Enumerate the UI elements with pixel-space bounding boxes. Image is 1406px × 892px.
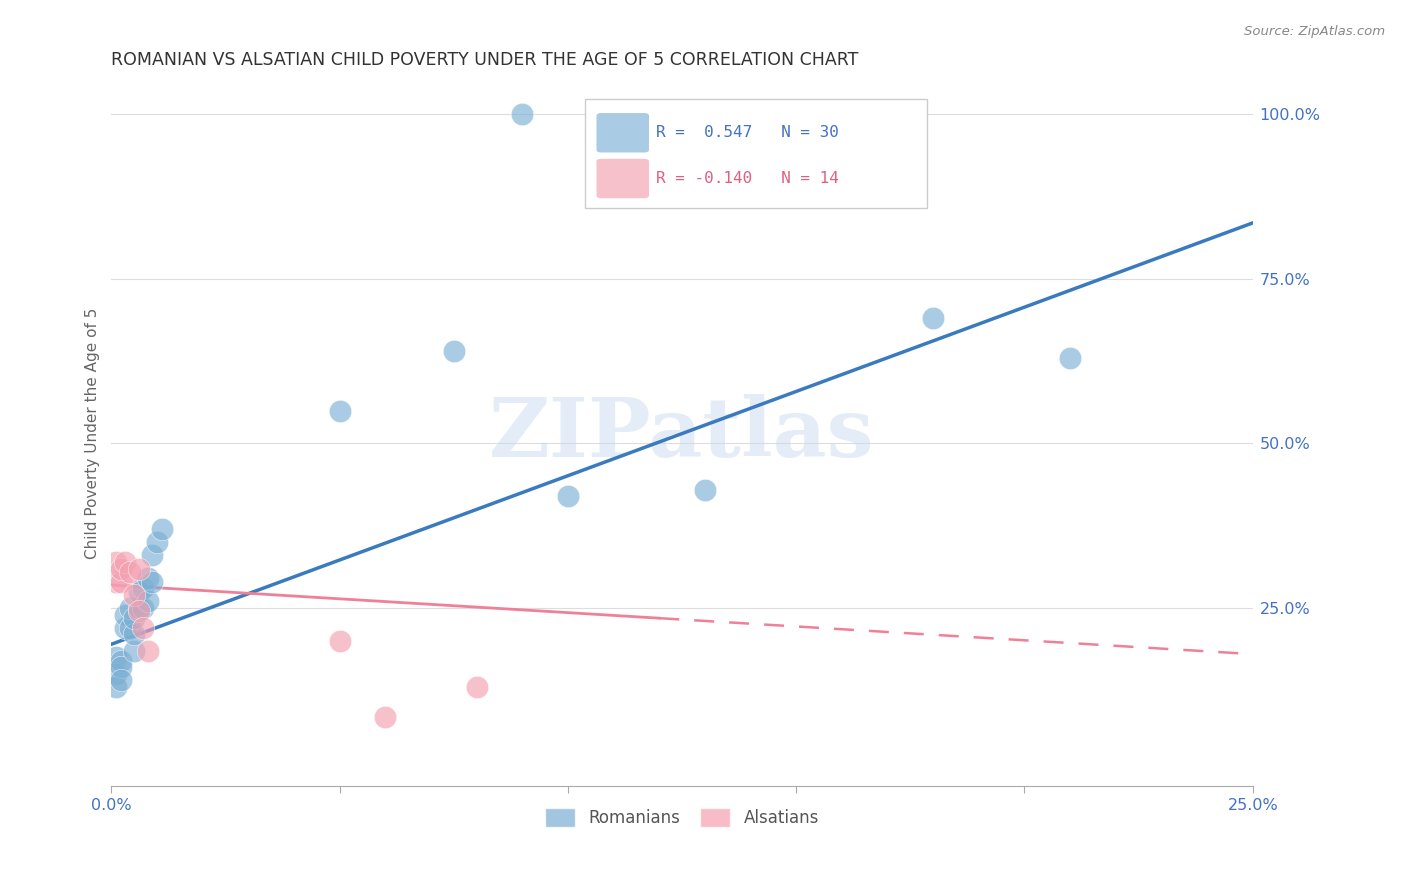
Point <box>104 666 127 681</box>
Point <box>141 549 163 563</box>
Point <box>132 601 155 615</box>
Point <box>118 601 141 615</box>
Point <box>122 644 145 658</box>
Text: R =  0.547   N = 30: R = 0.547 N = 30 <box>655 125 839 140</box>
Text: ZIPatlas: ZIPatlas <box>489 393 875 474</box>
Point <box>1059 351 1081 365</box>
Point <box>128 601 150 615</box>
Legend: Romanians, Alsatians: Romanians, Alsatians <box>538 802 825 834</box>
Point <box>922 311 945 326</box>
Point <box>122 611 145 625</box>
Text: ROMANIAN VS ALSATIAN CHILD POVERTY UNDER THE AGE OF 5 CORRELATION CHART: ROMANIAN VS ALSATIAN CHILD POVERTY UNDER… <box>111 51 859 69</box>
Point <box>128 604 150 618</box>
Point <box>110 561 132 575</box>
Point <box>132 621 155 635</box>
Text: R = -0.140   N = 14: R = -0.140 N = 14 <box>655 171 839 186</box>
Point <box>557 489 579 503</box>
Point <box>374 709 396 723</box>
FancyBboxPatch shape <box>596 113 650 153</box>
Point <box>510 107 533 121</box>
FancyBboxPatch shape <box>596 159 650 198</box>
Y-axis label: Child Poverty Under the Age of 5: Child Poverty Under the Age of 5 <box>86 308 100 559</box>
Point <box>104 650 127 665</box>
Point <box>329 403 352 417</box>
Point <box>122 588 145 602</box>
Point <box>150 522 173 536</box>
Point <box>118 565 141 579</box>
Point <box>136 594 159 608</box>
Point <box>110 654 132 668</box>
Point <box>465 680 488 694</box>
Point <box>443 344 465 359</box>
Point <box>110 673 132 688</box>
Point <box>329 634 352 648</box>
Point <box>118 621 141 635</box>
Point <box>104 680 127 694</box>
Point <box>136 644 159 658</box>
Point <box>122 627 145 641</box>
Point <box>104 555 127 569</box>
Point <box>141 574 163 589</box>
Point <box>128 584 150 599</box>
Point <box>128 561 150 575</box>
Point <box>114 607 136 622</box>
Point <box>114 621 136 635</box>
Point <box>693 483 716 497</box>
Point <box>104 574 127 589</box>
Point <box>110 660 132 674</box>
Point <box>110 574 132 589</box>
Point <box>146 535 169 549</box>
Point <box>114 555 136 569</box>
FancyBboxPatch shape <box>585 99 928 208</box>
Point <box>132 582 155 596</box>
Point <box>136 571 159 585</box>
Text: Source: ZipAtlas.com: Source: ZipAtlas.com <box>1244 25 1385 38</box>
